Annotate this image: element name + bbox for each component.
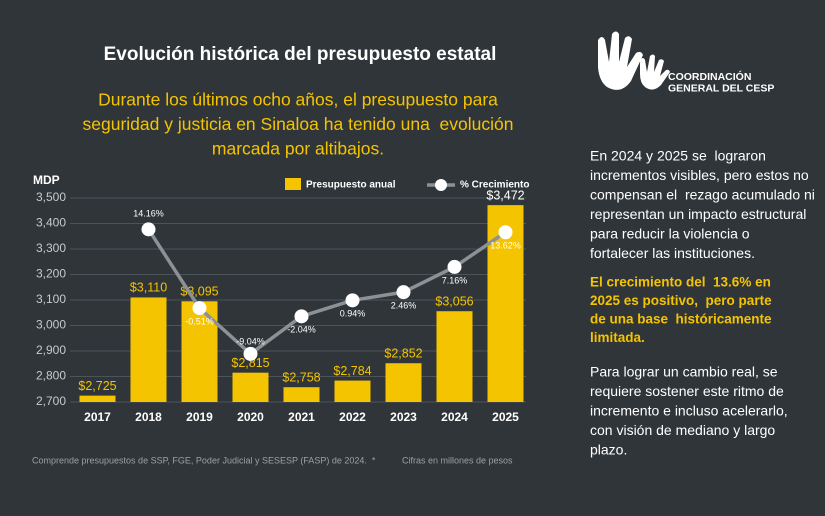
- logo: [598, 31, 670, 90]
- growth-marker: [345, 293, 360, 308]
- sidebar-paragraph: En 2024 y 2025 se lograron: [590, 148, 766, 164]
- bar-value-label: $3,056: [435, 295, 473, 309]
- growth-label: 13.62%: [490, 241, 521, 251]
- sidebar-highlight: 2025 es positivo, pero parte: [590, 293, 772, 308]
- subtitle: Durante los últimos ocho años, el presup…: [98, 90, 498, 110]
- legend-swatch: [285, 178, 301, 190]
- y-tick-label: 2,800: [36, 369, 66, 383]
- footnote: Cifras en millones de pesos: [402, 455, 513, 465]
- bar-value-label: $2,758: [282, 371, 320, 385]
- subtitle: seguridad y justicia en Sinaloa ha tenid…: [83, 114, 514, 134]
- bar: [385, 363, 422, 402]
- bar: [79, 395, 116, 402]
- growth-label: 0.94%: [340, 309, 366, 319]
- logo-hand: [640, 54, 670, 90]
- bar: [436, 311, 473, 402]
- y-tick-label: 3,000: [36, 318, 66, 332]
- bar: [232, 372, 269, 402]
- chart-title: Evolución histórica del presupuesto esta…: [104, 44, 497, 65]
- growth-label: 7.16%: [442, 275, 468, 285]
- legend-marker: [435, 179, 447, 191]
- sidebar-paragraph: fortalecer las instituciones.: [590, 245, 755, 261]
- subtitle: marcada por altibajos.: [212, 139, 384, 159]
- sidebar-paragraph: plazo.: [590, 442, 627, 458]
- sidebar-paragraph: requiere sostener este ritmo de: [590, 383, 784, 399]
- growth-marker: [498, 225, 513, 240]
- x-tick-label: 2021: [288, 410, 315, 424]
- sidebar-paragraph: compensan el rezago acumulado ni: [590, 187, 815, 203]
- sidebar-paragraph: con visión de mediano y largo: [590, 422, 775, 438]
- x-tick-label: 2023: [390, 410, 417, 424]
- x-tick-label: 2020: [237, 410, 264, 424]
- growth-marker: [396, 285, 411, 300]
- growth-label: -2.04%: [287, 325, 316, 335]
- growth-line: [147, 228, 507, 357]
- bar-value-label: $2,725: [78, 379, 116, 393]
- growth-label: 2.46%: [391, 301, 417, 311]
- sidebar-paragraph: para reducir la violencia o: [590, 226, 750, 242]
- logo-text: COORDINACIÓN: [668, 70, 751, 83]
- y-tick-label: 2,900: [36, 343, 66, 357]
- sidebar-highlight: limitada.: [590, 330, 645, 345]
- growth-marker: [192, 301, 207, 316]
- growth-marker: [243, 346, 258, 361]
- bar-value-label: $2,784: [333, 364, 371, 378]
- growth-marker: [447, 259, 462, 274]
- sidebar-paragraph: representan un impacto estructural: [590, 206, 806, 222]
- footnote: Comprende presupuestos de SSP, FGE, Pode…: [32, 455, 376, 465]
- bar: [130, 297, 167, 402]
- sidebar-highlight: El crecimiento del 13.6% en: [590, 275, 771, 290]
- x-tick-label: 2025: [492, 410, 519, 424]
- x-tick-label: 2024: [441, 410, 468, 424]
- x-tick-label: 2022: [339, 410, 366, 424]
- y-tick-label: 3,500: [36, 190, 66, 204]
- x-tick-label: 2018: [135, 410, 162, 424]
- growth-label: 14.16%: [133, 209, 164, 219]
- y-tick-label: 3,300: [36, 241, 66, 255]
- y-tick-label: 3,400: [36, 216, 66, 230]
- x-tick-label: 2017: [84, 410, 111, 424]
- growth-label: -9.04%: [236, 336, 265, 346]
- bar-value-label: $3,472: [486, 188, 524, 202]
- growth-label: -0.51%: [185, 316, 214, 326]
- y-tick-label: 2,700: [36, 394, 66, 408]
- sidebar-paragraph: incrementos visibles, pero estos no: [590, 167, 809, 183]
- y-tick-label: 3,200: [36, 267, 66, 281]
- x-tick-label: 2019: [186, 410, 213, 424]
- sidebar-highlight: de una base históricamente: [590, 312, 772, 327]
- legend-label: Presupuesto anual: [306, 180, 396, 191]
- y-tick-label: 3,100: [36, 292, 66, 306]
- legend-label: % Crecimiento: [460, 180, 529, 191]
- growth-marker: [294, 309, 309, 324]
- bar-value-label: $3,110: [130, 281, 167, 295]
- bar-value-label: $2,852: [384, 347, 422, 361]
- bar: [334, 380, 371, 402]
- sidebar-paragraph: incremento e incluso acelerarlo,: [590, 403, 788, 419]
- bar-value-label: $2,815: [231, 356, 269, 370]
- bar: [283, 387, 320, 402]
- y-axis-label: MDP: [33, 173, 60, 187]
- growth-marker: [141, 222, 156, 237]
- logo-hand: [598, 31, 643, 90]
- logo-text: GENERAL DEL CESP: [668, 82, 774, 94]
- sidebar-paragraph: Para lograr un cambio real, se: [590, 364, 778, 380]
